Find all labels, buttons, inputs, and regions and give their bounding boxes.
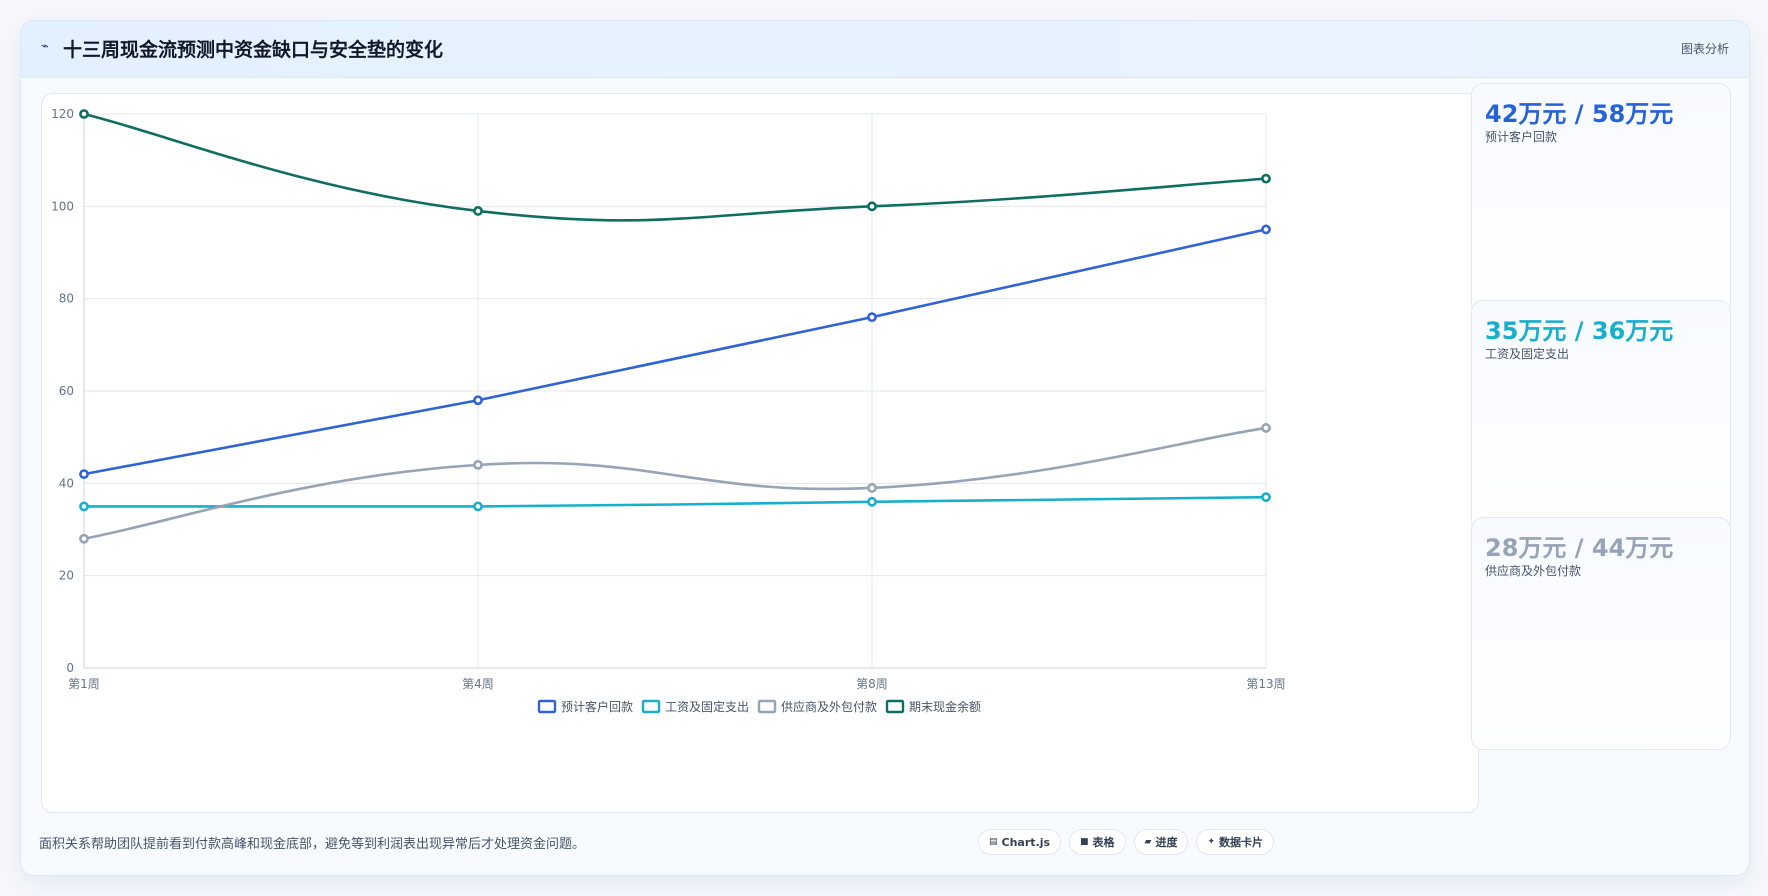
y-tick-label: 100 [51,199,74,213]
y-tick-label: 80 [59,292,74,306]
chip-label: 进度 [1155,836,1178,849]
data-point [1261,224,1271,235]
chip-label: 数据卡片 [1219,836,1264,849]
stat-label: 供应商及外包付款 [1485,564,1582,578]
data-point [867,201,877,212]
chart-icon: ▤ [989,837,998,847]
data-point [473,459,483,470]
data-point [79,469,89,479]
legend-label: 期末现金余额 [909,699,981,714]
data-point [867,483,877,493]
series-line [83,426,1267,541]
legend-label: 供应商及外包付款 [781,699,877,714]
data-point [867,312,877,323]
data-point [473,501,483,512]
data-point [79,533,89,544]
data-point [867,496,877,507]
stat-card-payroll: 35万元 / 36万元 工资及固定支出 [1471,300,1731,533]
data-point [473,395,483,406]
chart-card: ⌁ 十三周现金流预测中资金缺口与安全垫的变化 图表分析 0 20 40 60 80 100… [20,20,1750,876]
chip-progress[interactable]: ▰ 进度 [1133,829,1189,855]
progress-icon: ▰ [1144,837,1152,847]
stat-value: 42万元 / 58万元 [1485,100,1674,128]
series-line [83,112,1267,222]
legend-swatch [537,699,557,714]
table-icon: ■ [1080,837,1089,847]
data-point [1261,492,1271,503]
legend-label: 预计客户回款 [561,699,633,714]
y-tick-label: 60 [59,384,74,398]
stat-label: 工资及固定支出 [1485,347,1570,361]
legend-swatch [757,699,777,714]
chip-table[interactable]: ■ 表格 [1069,829,1126,855]
stat-card-receivables: 42万元 / 58万元 预计客户回款 [1471,83,1731,316]
chart-footnote: 面积关系帮助团队提前看到付款高峰和现金底部，避免等到利润表出现异常后才处理资金问… [39,837,586,852]
y-tick-label: 120 [51,107,74,121]
x-tick-label: 第1周 [68,677,100,691]
data-point [79,501,89,512]
chip-chartjs[interactable]: ▤ Chart.js [978,829,1062,855]
tech-chips: ▤ Chart.js ■ 表格 ▰ 进度 ✦ 数据卡片 [978,829,1275,855]
legend-label: 工资及固定支出 [665,699,749,714]
y-tick-label: 0 [66,661,74,675]
series-line [83,495,1267,509]
chip-label: 表格 [1092,836,1115,849]
data-point [79,109,89,119]
chip-data-card[interactable]: ✦ 数据卡片 [1196,829,1275,855]
x-tick-label: 第13周 [1246,677,1285,691]
data-point [473,206,483,216]
stat-value: 35万元 / 36万元 [1485,317,1674,345]
x-tick-label: 第8周 [856,677,888,691]
y-tick-label: 20 [59,569,74,583]
card-header: ⌁ 十三周现金流预测中资金缺口与安全垫的变化 图表分析 [21,21,1749,78]
chart-analysis-link[interactable]: 图表分析 [1680,42,1729,56]
stat-value: 28万元 / 44万元 [1485,534,1674,562]
data-card-icon: ✦ [1207,837,1216,847]
x-tick-label: 第4周 [462,677,494,691]
trend-icon: ⌁ [41,39,49,54]
page-title: 十三周现金流预测中资金缺口与安全垫的变化 [63,39,444,61]
legend-swatch [641,699,661,714]
chart-panel: 0 20 40 60 80 100 120 第1周 第4周 第8周 第13周预计客户回款 工资及固定支… [41,93,1479,813]
data-point [1261,423,1271,433]
chip-label: Chart.js [1001,835,1051,849]
series-line [83,228,1267,476]
y-tick-label: 40 [59,476,74,490]
stat-label: 预计客户回款 [1485,130,1558,144]
legend-swatch [885,699,905,714]
stat-card-suppliers: 28万元 / 44万元 供应商及外包付款 [1471,517,1731,750]
data-point [1261,173,1271,184]
